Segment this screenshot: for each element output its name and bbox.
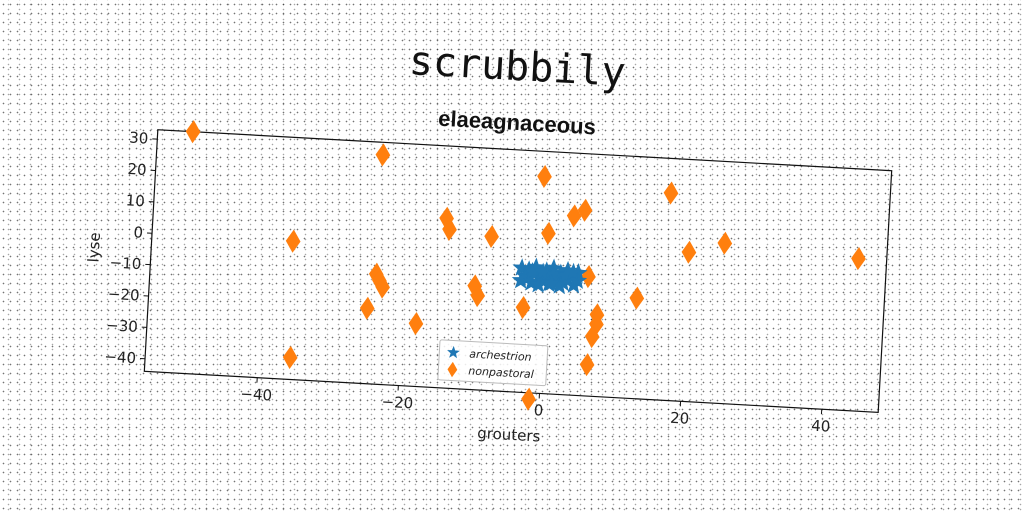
nonpastoral-point <box>584 325 600 349</box>
nonpastoral-point <box>581 265 596 289</box>
nonpastoral-point <box>282 345 298 370</box>
archestrion-point <box>563 262 583 281</box>
chart-title: scrubbily <box>408 38 627 96</box>
y-tick-label: 0 <box>133 223 144 242</box>
x-tick-label: 40 <box>811 417 831 436</box>
y-tick-label: −10 <box>109 253 142 273</box>
y-axis-title: lyse <box>84 232 104 263</box>
axis-ticks: −40 −20 0 20 40 30 20 10 0 −10 −20 −30 −40 <box>104 129 831 436</box>
legend-box <box>437 339 549 387</box>
nonpastoral-point <box>359 296 375 320</box>
nonpastoral-point <box>577 198 593 222</box>
nonpastoral-point <box>629 286 645 310</box>
nonpastoral-point <box>470 284 486 308</box>
plot-frame <box>143 129 893 414</box>
x-tick-label: 0 <box>533 401 544 420</box>
y-tick-label: 10 <box>125 191 145 210</box>
y-tick-label: 30 <box>129 129 149 148</box>
nonpastoral-point <box>681 240 697 264</box>
y-tick-label: −20 <box>107 285 140 305</box>
y-tick-label: 20 <box>127 160 147 179</box>
archestrion-point <box>533 262 553 281</box>
nonpastoral-point <box>566 204 582 228</box>
legend-label: archestrion <box>469 347 532 363</box>
chart-subtitle: elaeagnaceous <box>438 106 597 140</box>
nonpastoral-point <box>521 387 536 411</box>
x-tick-label: −20 <box>381 393 414 413</box>
archestrion-point <box>542 273 561 292</box>
nonpastoral-point <box>663 181 679 205</box>
nonpastoral-point <box>515 295 531 320</box>
nonpastoral-point <box>484 224 499 249</box>
x-tick-label: −40 <box>240 385 273 405</box>
nonpastoral-point <box>579 353 595 377</box>
nonpastoral-point <box>537 164 552 189</box>
nonpastoral-point <box>185 120 201 144</box>
y-tick-label: −30 <box>106 316 139 336</box>
legend-label: nonpastoral <box>468 364 534 381</box>
legend-marker-nonpastoral <box>447 361 458 378</box>
nonpastoral-point <box>408 312 424 336</box>
x-axis-title: grouters <box>477 424 541 446</box>
legend-marker-archestrion <box>447 345 460 359</box>
y-tick-label: −40 <box>104 348 137 368</box>
nonpastoral-point <box>375 275 390 299</box>
nonpastoral-point <box>375 143 391 167</box>
nonpastoral-point <box>851 247 866 271</box>
x-tick-label: 20 <box>670 409 690 428</box>
nonpastoral-point <box>442 217 457 241</box>
nonpastoral-point <box>541 221 556 245</box>
nonpastoral-point <box>717 231 733 255</box>
nonpastoral-point <box>285 229 301 253</box>
data-points <box>185 120 866 411</box>
